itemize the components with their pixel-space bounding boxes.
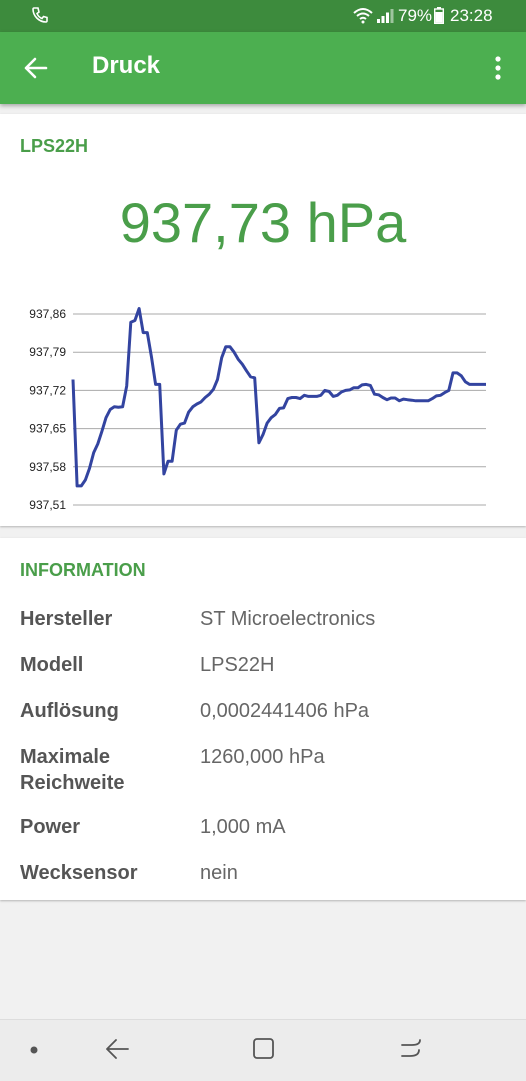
info-value: nein — [200, 862, 238, 884]
phone-icon — [32, 7, 48, 23]
nav-recents-icon[interactable] — [398, 1036, 424, 1062]
back-arrow-icon[interactable] — [22, 54, 50, 82]
pressure-chart: 937,86 937,79 937,72 937,65 937,58 937,51 — [29, 307, 486, 512]
page-title: Druck — [92, 52, 161, 79]
wifi-icon — [353, 8, 373, 24]
y-tick-label: 937,51 — [29, 498, 66, 512]
dot-icon — [30, 1046, 38, 1054]
navigation-bar — [0, 1019, 526, 1081]
info-value: 1260,000 hPa — [200, 746, 325, 768]
status-bar: 79% 23:28 — [0, 0, 526, 32]
info-key: Wecksensor — [20, 862, 138, 884]
sensor-name: LPS22H — [20, 136, 89, 156]
y-tick-label: 937,58 — [29, 460, 66, 474]
info-key: Hersteller — [20, 608, 113, 630]
nav-back-icon[interactable] — [104, 1036, 130, 1062]
nav-home-icon[interactable] — [252, 1037, 276, 1061]
signal-icon — [377, 9, 394, 23]
more-options-icon[interactable] — [486, 54, 510, 82]
information-title: INFORMATION — [20, 560, 146, 580]
info-key: Auflösung — [20, 700, 119, 722]
y-tick-label: 937,72 — [29, 383, 66, 397]
y-tick-label: 937,86 — [29, 307, 66, 321]
info-key: Modell — [20, 654, 84, 676]
info-value: LPS22H — [200, 654, 275, 676]
battery-icon — [434, 7, 444, 24]
pressure-series-line — [71, 307, 486, 488]
info-value: 1,000 mA — [200, 816, 286, 838]
app-bar: Druck — [0, 32, 526, 104]
info-value: 0,0002441406 hPa — [200, 700, 370, 722]
info-key: Maximale Reichweite — [20, 746, 125, 794]
pressure-value: 937,73 hPa — [119, 191, 407, 254]
y-tick-label: 937,79 — [29, 345, 66, 359]
clock: 23:28 — [450, 6, 493, 25]
info-value: ST Microelectronics — [200, 608, 376, 630]
sensor-card: LPS22H 937,73 hPa 937,86 937,79 937,72 937,… — [0, 114, 526, 526]
y-tick-label: 937,65 — [29, 422, 66, 436]
information-card: INFORMATION Hersteller ST Microelectroni… — [0, 538, 526, 900]
info-key: Power — [20, 816, 81, 838]
battery-percentage: 79% — [398, 6, 433, 25]
